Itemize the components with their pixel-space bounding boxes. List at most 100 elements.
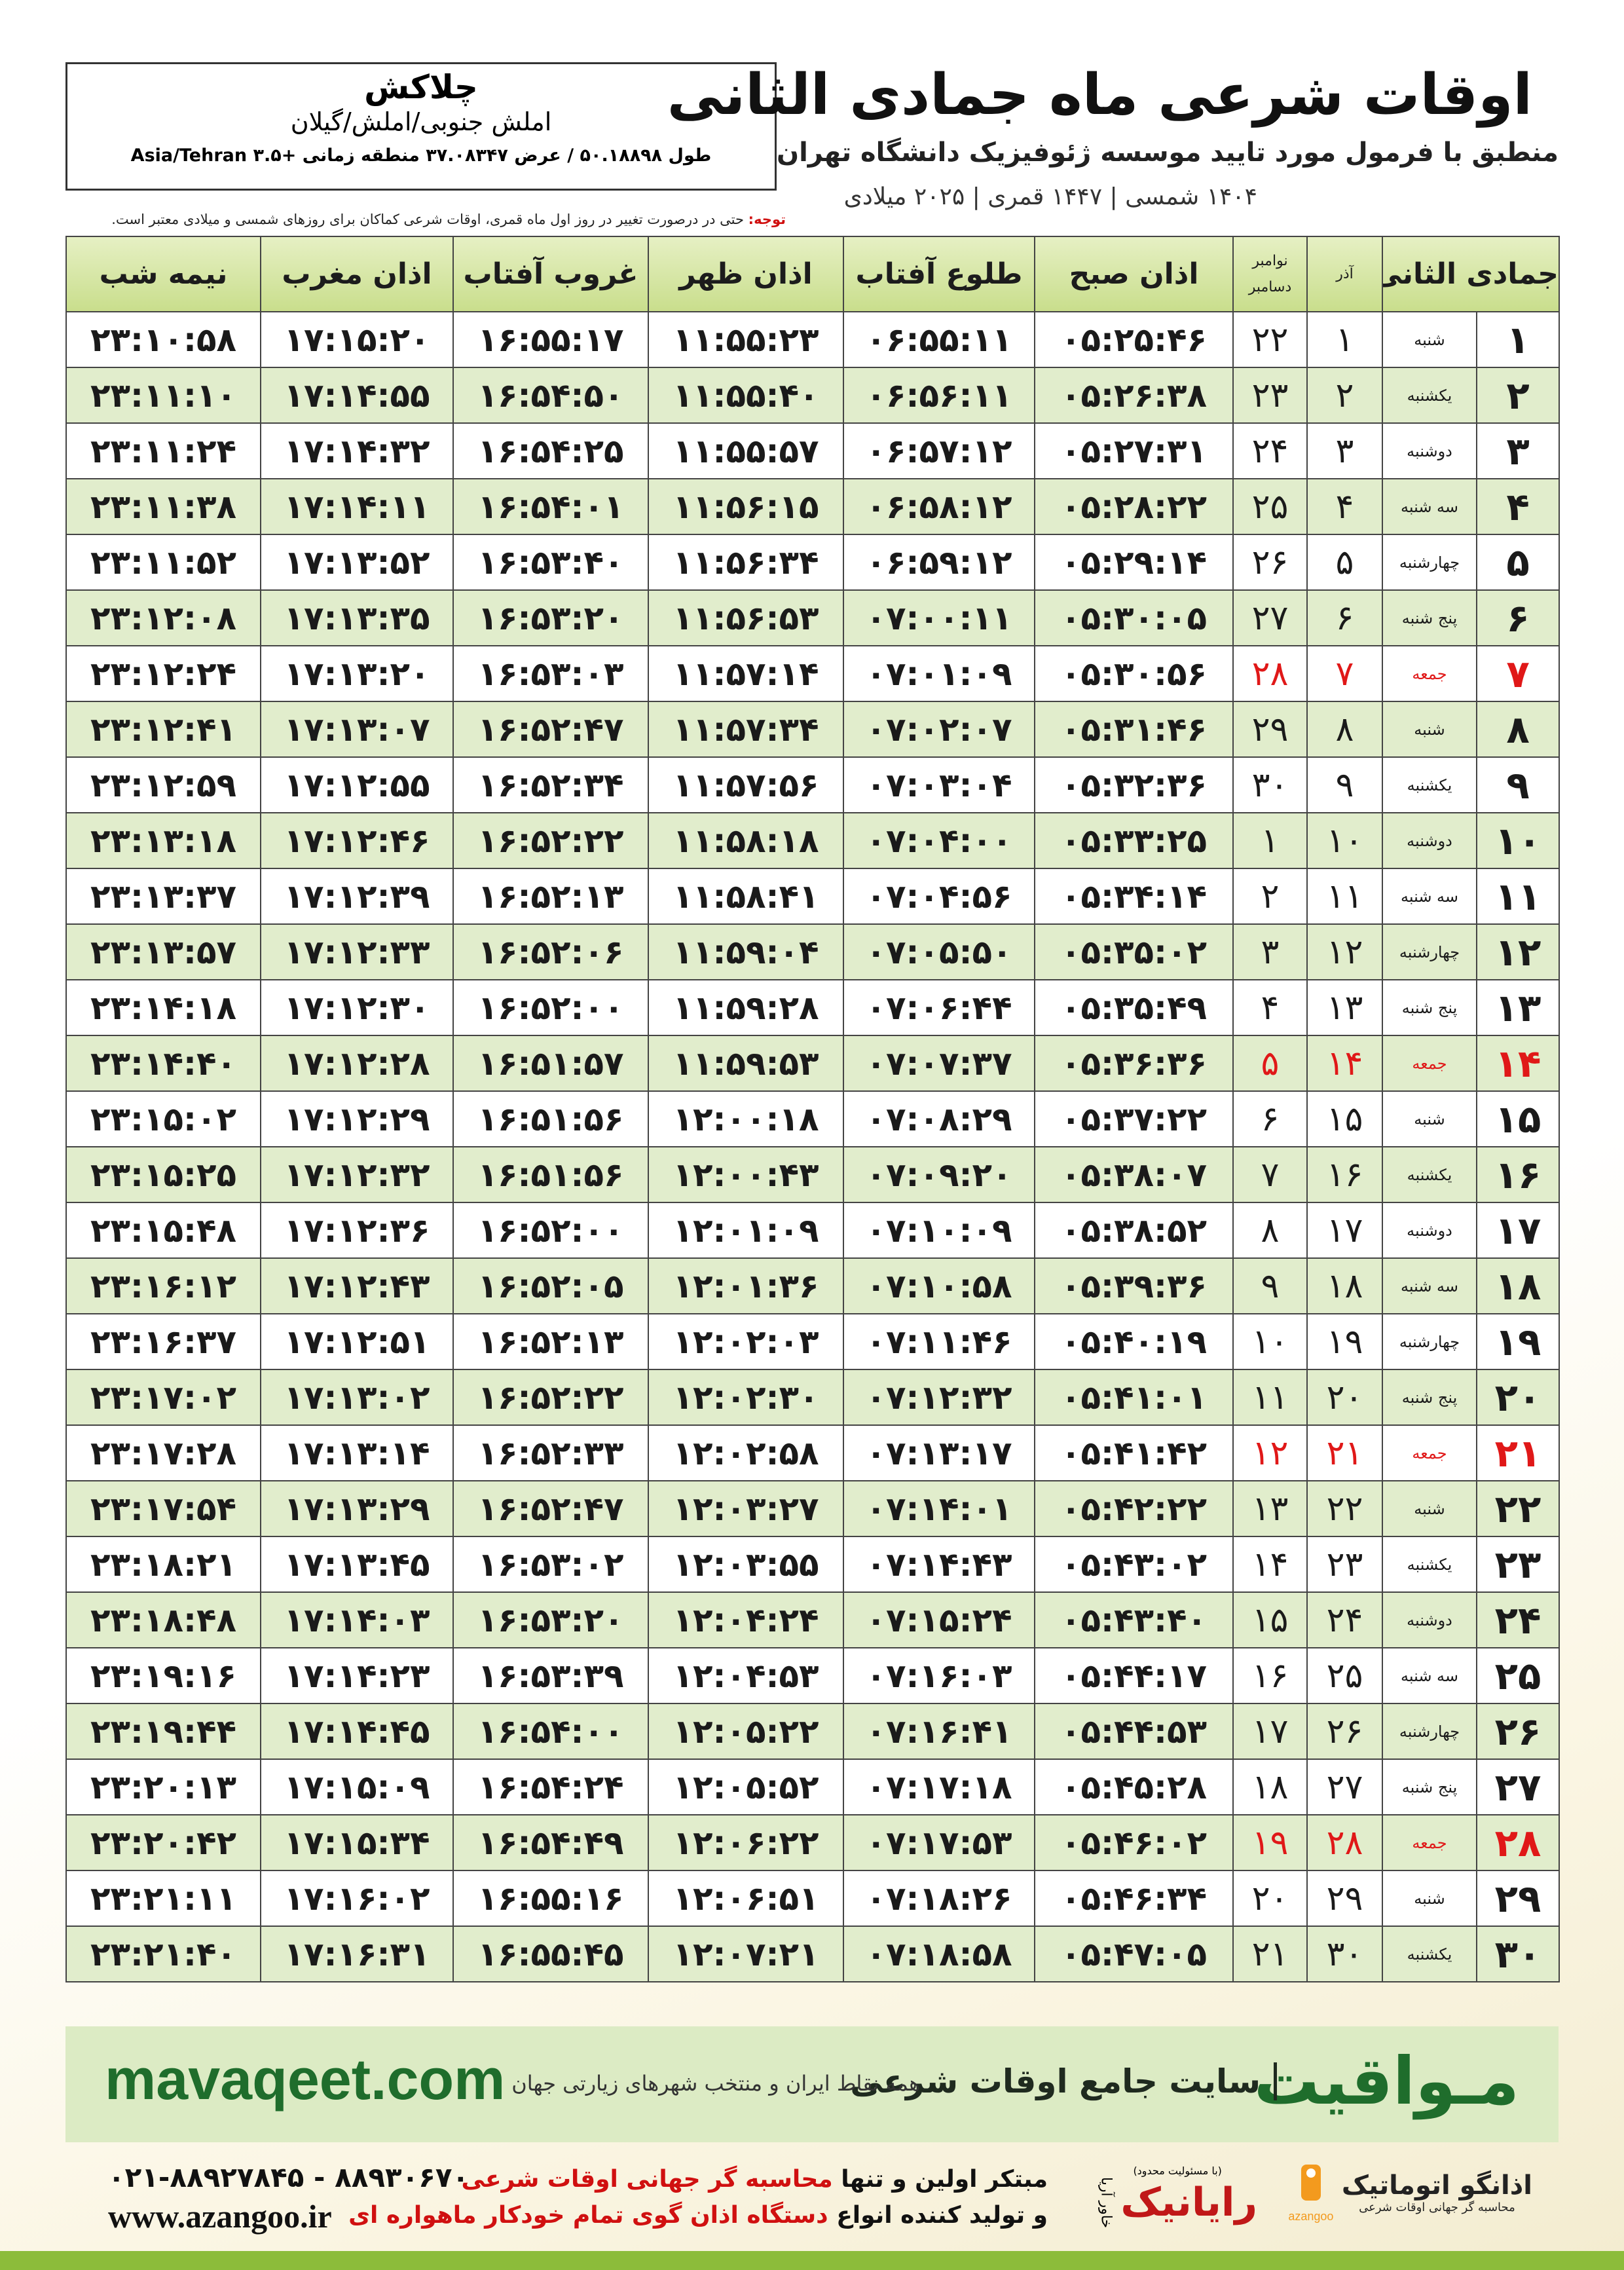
- fajr: ۰۵:۳۹:۳۶: [1034, 1257, 1234, 1314]
- weekday: چهارشنبه: [1381, 1313, 1478, 1370]
- table-row: ۱۲ چهارشنبه ۱۲ ۳ ۰۵:۳۵:۰۲ ۰۷:۰۵:۵۰ ۱۱:۵۹:۰۴ ۱۶:…: [65, 923, 1560, 980]
- azar-day: ۹: [1306, 756, 1383, 813]
- dhuhr: ۱۱:۵۵:۲۳: [648, 311, 844, 368]
- midnight: ۲۳:۱۷:۲۸: [65, 1424, 261, 1481]
- dhuhr: ۱۱:۵۸:۴۱: [648, 868, 844, 925]
- dhuhr: ۱۲:۰۲:۳۰: [648, 1369, 844, 1426]
- banner: مـواقیت سایت جامع اوقات شرعی همه نقاط ای…: [65, 2026, 1559, 2142]
- gregorian-day: ۴: [1232, 979, 1308, 1036]
- azar-day: ۲۰: [1306, 1369, 1383, 1426]
- footer-line: مبتکر اولین و تنها: [841, 2166, 1048, 2193]
- midnight: ۲۳:۱۲:۰۸: [65, 589, 261, 646]
- maghrib: ۱۷:۱۴:۳۲: [260, 422, 454, 479]
- weekday: یکشنبه: [1381, 1536, 1478, 1593]
- maghrib: ۱۷:۱۳:۴۵: [260, 1536, 454, 1593]
- fajr: ۰۵:۴۰:۱۹: [1034, 1313, 1234, 1370]
- lunar-day: ۱۹: [1476, 1313, 1560, 1370]
- lunar-day: ۱۳: [1476, 979, 1560, 1036]
- azar-day: ۳۰: [1306, 1926, 1383, 1982]
- dhuhr: ۱۲:۰۲:۵۸: [648, 1424, 844, 1481]
- midnight: ۲۳:۱۱:۵۲: [65, 534, 261, 591]
- midnight: ۲۳:۱۶:۳۷: [65, 1313, 261, 1370]
- sunset: ۱۶:۵۵:۴۵: [452, 1926, 649, 1982]
- lunar-day: ۲۴: [1476, 1591, 1560, 1648]
- maghrib: ۱۷:۱۲:۴۳: [260, 1257, 454, 1314]
- logo-sub: محاسبه گر جهانی اوقات شرعی: [1359, 2201, 1515, 2214]
- azar-day: ۱۰: [1306, 812, 1383, 869]
- note-text: حتی در درصورت تغییر در روز اول ماه قمری،…: [111, 212, 744, 227]
- logo-note: (با مسئولیت محدود): [1133, 2165, 1222, 2177]
- sunrise: ۰۶:۵۸:۱۲: [843, 478, 1035, 535]
- weekday: یکشنبه: [1381, 1926, 1478, 1982]
- weekday: سه شنبه: [1381, 868, 1478, 925]
- lunar-day: ۲۰: [1476, 1369, 1560, 1426]
- table-row: ۱ شنبه ۱ ۲۲ ۰۵:۲۵:۴۶ ۰۶:۵۵:۱۱ ۱۱:۵۵:۲۳ ۱۶:۵۵:۱۷…: [65, 311, 1560, 368]
- dhuhr: ۱۲:۰۱:۳۶: [648, 1257, 844, 1314]
- midnight: ۲۳:۱۸:۴۸: [65, 1591, 261, 1648]
- weekday: دوشنبه: [1381, 1202, 1478, 1259]
- weekday: سه شنبه: [1381, 1257, 1478, 1314]
- lunar-day: ۲۸: [1476, 1814, 1560, 1871]
- maghrib: ۱۷:۱۳:۱۴: [260, 1424, 454, 1481]
- table-row: ۲ یکشنبه ۲ ۲۳ ۰۵:۲۶:۳۸ ۰۶:۵۶:۱۱ ۱۱:۵۵:۴۰ ۱۶:۵۴:…: [65, 367, 1560, 424]
- table-row: ۱۹ چهارشنبه ۱۹ ۱۰ ۰۵:۴۰:۱۹ ۰۷:۱۱:۴۶ ۱۲:۰۲:۰۳ ۱۶…: [65, 1313, 1560, 1370]
- url[interactable]: mavaqeet.com: [105, 2047, 506, 2112]
- sunset: ۱۶:۵۴:۵۰: [452, 367, 649, 424]
- table-row: ۳ دوشنبه ۳ ۲۴ ۰۵:۲۷:۳۱ ۰۶:۵۷:۱۲ ۱۱:۵۵:۵۷ ۱۶:۵۴:…: [65, 422, 1560, 479]
- sunset: ۱۶:۵۴:۰۰: [452, 1703, 649, 1760]
- table-row: ۴ سه شنبه ۴ ۲۵ ۰۵:۲۸:۲۲ ۰۶:۵۸:۱۲ ۱۱:۵۶:۱۵ ۱۶:۵۴…: [65, 478, 1560, 535]
- sunset: ۱۶:۵۲:۳۴: [452, 756, 649, 813]
- gregorian-day: ۲۲: [1232, 311, 1308, 368]
- sunrise: ۰۷:۱۷:۵۳: [843, 1814, 1035, 1871]
- midnight: ۲۳:۱۶:۱۲: [65, 1257, 261, 1314]
- sunrise: ۰۷:۱۷:۱۸: [843, 1758, 1035, 1815]
- dhuhr: ۱۲:۰۶:۲۲: [648, 1814, 844, 1871]
- gregorian-day: ۱۸: [1232, 1758, 1308, 1815]
- midnight: ۲۳:۱۵:۲۵: [65, 1146, 261, 1203]
- maghrib: ۱۷:۱۲:۳۶: [260, 1202, 454, 1259]
- fajr: ۰۵:۳۱:۴۶: [1034, 701, 1234, 758]
- azar-day: ۳: [1306, 422, 1383, 479]
- weekday: یکشنبه: [1381, 367, 1478, 424]
- fajr: ۰۵:۴۷:۰۵: [1034, 1926, 1234, 1982]
- gregorian-day: ۲۵: [1232, 478, 1308, 535]
- dhuhr: ۱۱:۵۵:۴۰: [648, 367, 844, 424]
- footer-text: مبتکر اولین و تنها محاسبه گر جهانی اوقات…: [348, 2161, 1048, 2233]
- dhuhr: ۱۲:۰۵:۲۲: [648, 1703, 844, 1760]
- fajr: ۰۵:۲۶:۳۸: [1034, 367, 1234, 424]
- website[interactable]: www.azangoo.ir: [108, 2198, 332, 2235]
- maghrib: ۱۷:۱۳:۲۰: [260, 645, 454, 702]
- weekday: پنج شنبه: [1381, 979, 1478, 1036]
- column-header: نوامبر دسامبر: [1232, 236, 1308, 312]
- fajr: ۰۵:۴۵:۲۸: [1034, 1758, 1234, 1815]
- sunset: ۱۶:۵۲:۰۶: [452, 923, 649, 980]
- logo-en: azangoo: [1288, 2210, 1334, 2223]
- sunrise: ۰۷:۰۴:۰۰: [843, 812, 1035, 869]
- azar-day: ۴: [1306, 478, 1383, 535]
- lunar-day: ۲۱: [1476, 1424, 1560, 1481]
- azar-day: ۲۱: [1306, 1424, 1383, 1481]
- table-row: ۲۹ شنبه ۲۹ ۲۰ ۰۵:۴۶:۳۴ ۰۷:۱۸:۲۶ ۱۲:۰۶:۵۱ ۱۶:۵۵:…: [65, 1870, 1560, 1927]
- column-header: اذان صبح: [1034, 236, 1234, 312]
- dhuhr: ۱۱:۵۶:۵۳: [648, 589, 844, 646]
- gregorian-day: ۹: [1232, 1257, 1308, 1314]
- fajr: ۰۵:۳۵:۴۹: [1034, 979, 1234, 1036]
- azar-day: ۱۶: [1306, 1146, 1383, 1203]
- sunset: ۱۶:۵۱:۵۶: [452, 1090, 649, 1147]
- table-row: ۲۶ چهارشنبه ۲۶ ۱۷ ۰۵:۴۴:۵۳ ۰۷:۱۶:۴۱ ۱۲:۰۵:۲۲ ۱۶…: [65, 1703, 1560, 1760]
- sunrise: ۰۷:۱۸:۵۸: [843, 1926, 1035, 1982]
- azar-day: ۱: [1306, 311, 1383, 368]
- fajr: ۰۵:۳۴:۱۴: [1034, 868, 1234, 925]
- midnight: ۲۳:۱۵:۴۸: [65, 1202, 261, 1259]
- sunset: ۱۶:۵۳:۴۰: [452, 534, 649, 591]
- maghrib: ۱۷:۱۴:۰۳: [260, 1591, 454, 1648]
- maghrib: ۱۷:۱۲:۴۶: [260, 812, 454, 869]
- logo-icon: [1301, 2165, 1321, 2201]
- lunar-day: ۸: [1476, 701, 1560, 758]
- lunar-day: ۱۵: [1476, 1090, 1560, 1147]
- azar-day: ۵: [1306, 534, 1383, 591]
- azar-day: ۱۸: [1306, 1257, 1383, 1314]
- fajr: ۰۵:۴۳:۰۲: [1034, 1536, 1234, 1593]
- table-row: ۲۷ پنج شنبه ۲۷ ۱۸ ۰۵:۴۵:۲۸ ۰۷:۱۷:۱۸ ۱۲:۰۵:۵۲ ۱۶…: [65, 1758, 1560, 1815]
- logo-azangoo: اذانگو اتوماتیک محاسبه گر جهانی اوقات شر…: [1288, 2161, 1532, 2223]
